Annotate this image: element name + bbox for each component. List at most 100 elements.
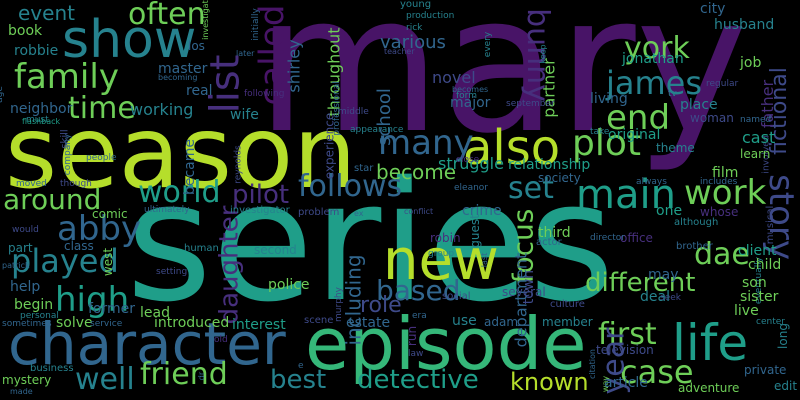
word-son: son (742, 275, 767, 291)
word-life: life (672, 314, 749, 372)
word-several: theme (656, 141, 695, 155)
word-becoming: becoming (158, 73, 198, 82)
word-adam: adam (484, 315, 519, 329)
word-book: book (8, 23, 43, 39)
word-role: role (360, 293, 402, 318)
word-skill: though (60, 179, 92, 189)
word-abby: abby (57, 209, 142, 249)
word-comic: comic (92, 207, 128, 221)
word-production: every (483, 31, 494, 58)
word-major: major (450, 95, 491, 111)
word-best: best (270, 365, 327, 395)
word-tv: form (456, 91, 477, 101)
word-including: including (341, 254, 366, 346)
word-must: flashback (22, 117, 61, 126)
word-job: job (740, 55, 762, 71)
word-shirley: shirley (284, 39, 304, 93)
word-eleanor: always (636, 177, 667, 187)
word-becomes: regular (706, 79, 739, 89)
word-following: ex (354, 209, 364, 218)
word-company: patrick (2, 261, 30, 270)
word-always: seek (660, 293, 681, 303)
word-woman: woman (690, 111, 734, 125)
word-event: event (18, 1, 75, 25)
word-child: child (748, 257, 782, 273)
word-solve: solve (56, 315, 93, 331)
word-reynolds: initially (250, 8, 261, 41)
word-sometimes: made (10, 387, 33, 396)
word-jonathan: jonathan (622, 51, 684, 67)
word-middle: appearance (350, 125, 404, 135)
word-sister: sister (740, 289, 779, 305)
word-law: run (405, 325, 420, 347)
word-los: los (188, 39, 205, 53)
word-cast: cast (742, 128, 776, 147)
word-theme: learn (740, 147, 771, 161)
word-run: culture (550, 299, 585, 310)
word-long: old (214, 335, 228, 345)
word-robbie: robbie (14, 43, 59, 59)
word-set: set (508, 171, 554, 206)
word-crime: crime (462, 203, 502, 219)
word-society: society (538, 171, 581, 185)
word-detective: detective (357, 365, 479, 395)
word-also: also (463, 120, 561, 176)
word-interest: interest (232, 317, 286, 333)
word-culture: rick (406, 23, 423, 33)
word-deal: deal (640, 289, 670, 305)
word-young: keep (538, 44, 548, 64)
word-moved: moved (16, 179, 47, 189)
word-age: people (86, 153, 117, 163)
word-master: master (158, 61, 208, 77)
word-mystery: mystery (2, 373, 52, 387)
word-series: series (126, 146, 615, 338)
word-different: different (585, 268, 696, 298)
word-citation: social (442, 291, 471, 302)
word-though: would (12, 225, 39, 235)
word-season: season (5, 94, 357, 211)
word-live: live (734, 303, 759, 319)
word-actor: guest (467, 214, 482, 248)
word-angeles: department (511, 252, 531, 348)
word-west: human (184, 243, 219, 254)
word-private: private (744, 363, 787, 377)
word-named: center (756, 317, 785, 327)
word-school: school (373, 88, 395, 146)
word-pilot: pilot (232, 180, 290, 210)
word-begin: begin (14, 297, 54, 313)
word-investigator: ultimately (144, 205, 190, 215)
word-brother: although (674, 217, 719, 228)
word-people: company (63, 133, 74, 176)
word-teacher: tv (668, 89, 677, 99)
word-group: close (456, 155, 480, 165)
word-office: director (590, 233, 625, 243)
word-patrick: sometimes (2, 319, 52, 329)
word-human: law (408, 349, 424, 359)
word-part: part (8, 241, 33, 255)
word-real: real (186, 83, 213, 99)
word-class: class (64, 239, 94, 253)
word-town: several (502, 285, 546, 299)
word-would: personal (20, 311, 59, 321)
word-edit: edit (774, 379, 798, 393)
word-robin: robin (430, 231, 461, 245)
word-member: member (542, 315, 593, 329)
word-character: character (8, 310, 286, 378)
word-place: place (680, 97, 718, 113)
word-case: case (620, 353, 694, 391)
word-many: many (378, 123, 474, 163)
word-eventually: dr (197, 371, 207, 381)
word-city: city (700, 1, 726, 17)
word-every: teacher (384, 47, 415, 56)
word-use: use (452, 313, 477, 329)
word-learn: office (620, 231, 653, 245)
word-friend: friend (140, 357, 228, 392)
word-mary: mary (256, 0, 749, 175)
word-estate: estate (346, 315, 391, 331)
word-center: e (298, 361, 304, 371)
word-various: various (380, 32, 446, 53)
word-played: played (11, 242, 119, 280)
word-era: scene (304, 315, 334, 326)
word-client: client (738, 243, 777, 259)
